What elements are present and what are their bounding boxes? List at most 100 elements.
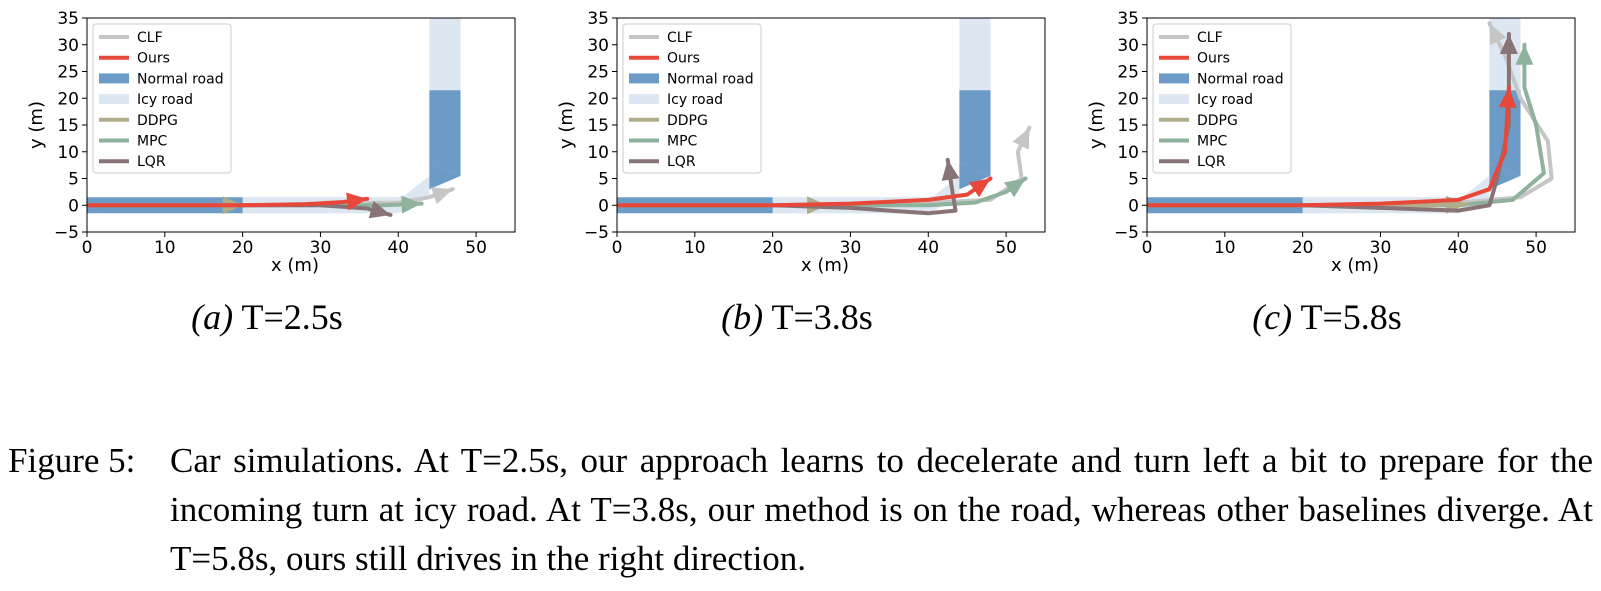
arrow-mpc: [1003, 178, 1026, 198]
legend-swatch-normal-road: [99, 73, 129, 84]
y-tick-label: 5: [68, 170, 79, 190]
x-tick-label: 30: [1370, 238, 1392, 258]
y-tick-label: −5: [584, 223, 609, 243]
arrow-mpc: [401, 195, 422, 214]
legend-box: [622, 23, 762, 174]
plot-area: [617, 18, 1032, 216]
legend-label: MPC: [667, 134, 698, 150]
arrow-ours: [346, 192, 368, 211]
y-tick-label: 25: [57, 63, 79, 83]
legend-label: Icy road: [1197, 92, 1253, 108]
x-tick-label: 50: [465, 238, 487, 258]
legend-label: Ours: [1197, 51, 1230, 67]
legend-label: DDPG: [1197, 113, 1238, 129]
x-tick-label: 30: [840, 238, 862, 258]
subcaption: (b) T=3.8s: [721, 297, 873, 337]
legend-label: Ours: [667, 51, 700, 67]
legend-label: LQR: [667, 154, 696, 170]
x-tick-label: 0: [82, 238, 93, 258]
legend-label: Normal road: [667, 71, 754, 87]
y-tick-label: 25: [587, 63, 609, 83]
subcaption-text: T=3.8s: [763, 297, 873, 337]
y-tick-label: 20: [1117, 89, 1139, 109]
subcaption-letter: (a): [191, 297, 233, 337]
legend-swatch-normal-road: [629, 73, 659, 84]
plot-area: [1147, 18, 1554, 214]
y-tick-label: 10: [57, 143, 79, 163]
arrow-clf: [1489, 23, 1507, 46]
x-tick-label: 50: [1525, 238, 1547, 258]
y-tick-label: 10: [1117, 143, 1139, 163]
x-axis-label: x (m): [1331, 255, 1379, 276]
x-tick-label: 40: [387, 238, 409, 258]
x-axis-label: x (m): [801, 255, 849, 276]
y-axis-label: y (m): [26, 101, 47, 149]
x-tick-label: 20: [232, 238, 254, 258]
subcaption-letter: (c): [1252, 297, 1292, 337]
figure-caption: Figure 5: Car simulations. At T=2.5s, ou…: [8, 436, 1593, 583]
subcaption: (c) T=5.8s: [1252, 297, 1402, 337]
arrow-clf: [430, 187, 453, 205]
y-tick-label: 30: [57, 36, 79, 56]
x-tick-label: 20: [1292, 238, 1314, 258]
y-axis-label: y (m): [1086, 101, 1107, 149]
legend-label: Icy road: [667, 92, 723, 108]
legend-label: MPC: [137, 134, 168, 150]
y-axis-label: y (m): [556, 101, 577, 149]
x-tick-label: 40: [1447, 238, 1469, 258]
trajectory-ours: [617, 176, 993, 208]
y-tick-label: −5: [1114, 223, 1139, 243]
arrow-lqr: [941, 159, 960, 181]
x-tick-label: 10: [684, 238, 706, 258]
subcaption-text: T=5.8s: [1292, 297, 1402, 337]
arrow-lqr: [368, 200, 391, 219]
y-tick-label: 30: [1117, 36, 1139, 56]
y-tick-label: 10: [587, 143, 609, 163]
y-tick-label: 5: [598, 170, 609, 190]
subcaption-letter: (b): [721, 297, 763, 337]
y-tick-label: 25: [1117, 63, 1139, 83]
legend-label: Normal road: [1197, 71, 1284, 87]
x-tick-label: 10: [154, 238, 176, 258]
arrow-lqr: [1499, 34, 1518, 55]
y-tick-label: 35: [1117, 9, 1139, 29]
legend: CLF Ours Normal road Icy road DDPG MPC LQR: [92, 23, 232, 174]
y-tick-label: 0: [598, 196, 609, 216]
legend-swatch-icy-road: [99, 94, 129, 105]
arrow-ours: [968, 178, 991, 198]
legend-label: DDPG: [137, 113, 178, 129]
legend-label: Icy road: [137, 92, 193, 108]
legend-label: CLF: [137, 30, 163, 46]
y-tick-label: 5: [1128, 170, 1139, 190]
y-tick-label: 35: [587, 9, 609, 29]
legend-box: [1152, 23, 1292, 174]
arrow-ours: [1498, 87, 1517, 109]
legend-label: DDPG: [667, 113, 708, 129]
x-tick-label: 30: [310, 238, 332, 258]
x-tick-label: 10: [1214, 238, 1236, 258]
legend-label: MPC: [1197, 134, 1228, 150]
legend-label: Normal road: [137, 71, 224, 87]
legend-swatch-normal-road: [1159, 73, 1189, 84]
legend-swatch-icy-road: [1159, 94, 1189, 105]
arrow-mpc: [1515, 44, 1534, 65]
y-tick-label: −5: [54, 223, 79, 243]
figure-caption-text: Car simulations. At T=2.5s, our approach…: [170, 441, 1593, 578]
x-tick-label: 50: [995, 238, 1017, 258]
legend-box: [92, 23, 232, 174]
normal-road-corner: [932, 162, 991, 198]
x-tick-label: 0: [612, 238, 623, 258]
normal-road-vertical: [959, 90, 991, 176]
y-tick-label: 20: [587, 89, 609, 109]
x-axis-label: x (m): [271, 255, 319, 276]
arrow-clf: [1012, 127, 1030, 150]
legend-label: LQR: [137, 154, 166, 170]
y-tick-label: 15: [1117, 116, 1139, 136]
normal-road-corner: [402, 162, 461, 198]
legend: CLF Ours Normal road Icy road DDPG MPC LQR: [1152, 23, 1292, 174]
x-tick-label: 40: [917, 238, 939, 258]
x-tick-label: 20: [762, 238, 784, 258]
